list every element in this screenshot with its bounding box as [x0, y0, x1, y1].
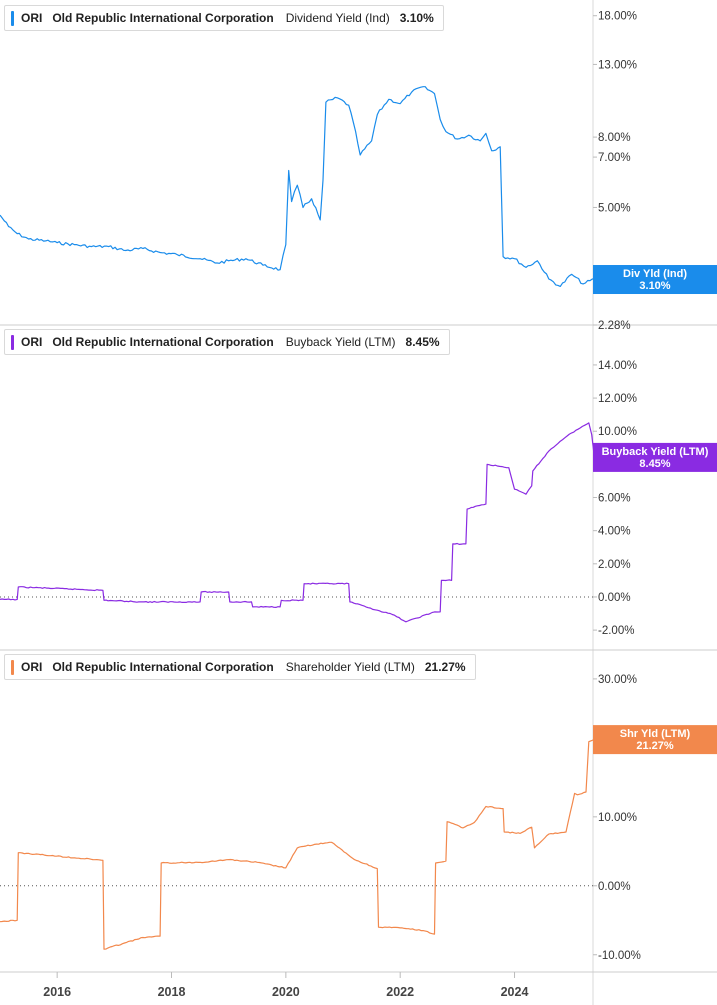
value-tag-label: Div Yld (Ind): [623, 268, 687, 280]
legend-ticker: ORI: [21, 660, 43, 674]
value-tag: Shr Yld (LTM)21.27%: [593, 725, 717, 755]
y-tick-label: 13.00%: [598, 59, 637, 71]
y-tick-label: 14.00%: [598, 360, 637, 372]
y-tick-label: 10.00%: [598, 426, 637, 438]
legend-dividend-yield: ORI Old Republic International Corporati…: [4, 5, 444, 31]
legend-company: Old Republic International Corporation: [52, 335, 274, 349]
y-tick-label: 18.00%: [598, 11, 637, 23]
legend-ticker: ORI: [21, 11, 43, 25]
legend-buyback-yield: ORI Old Republic International Corporati…: [4, 329, 450, 355]
legend-shareholder-yield: ORI Old Republic International Corporati…: [4, 654, 476, 680]
legend-metric: Buyback Yield (LTM): [285, 335, 396, 349]
panel-1: 14.00%12.00%10.00%8.00%6.00%4.00%2.00%0.…: [0, 360, 717, 637]
value-tag-box: [593, 265, 717, 295]
value-tag-box: [593, 725, 717, 755]
x-tick-label: 2022: [386, 985, 414, 999]
value-tag-label: Buyback Yield (LTM): [602, 446, 709, 458]
y-tick-label: 30.00%: [598, 674, 637, 686]
legend-metric: Shareholder Yield (LTM): [285, 660, 415, 674]
series-line: [0, 86, 595, 287]
series-line: [0, 422, 598, 623]
y-tick-label: 12.00%: [598, 393, 637, 405]
value-tag-value: 3.10%: [639, 280, 670, 292]
panel-2: 30.00%20.00%10.00%0.00%-10.00%Shr Yld (L…: [0, 674, 717, 962]
legend-swatch: [11, 334, 14, 350]
y-tick-label: 4.00%: [598, 526, 631, 538]
y-tick-label: -10.00%: [598, 950, 641, 962]
y-tick-label: 0.00%: [598, 592, 631, 604]
value-tag: Div Yld (Ind)3.10%: [593, 265, 717, 295]
legend-swatch: [11, 10, 14, 26]
y-tick-label: 6.00%: [598, 493, 631, 505]
panel-0: 18.00%13.00%8.00%7.00%5.00%3.00%2.28%Div…: [0, 11, 717, 332]
legend-swatch: [11, 659, 14, 675]
legend-value: 8.45%: [405, 335, 440, 349]
x-tick-label: 2024: [501, 985, 529, 999]
value-tag-box: [593, 442, 717, 472]
y-tick-label: 0.00%: [598, 881, 631, 893]
legend-ticker: ORI: [21, 335, 43, 349]
legend-company: Old Republic International Corporation: [52, 11, 274, 25]
y-tick-label: 7.00%: [598, 152, 631, 164]
y-tick-label: 5.00%: [598, 202, 631, 214]
y-tick-label: 10.00%: [598, 812, 637, 824]
x-tick-label: 2020: [272, 985, 300, 999]
legend-value: 3.10%: [399, 11, 434, 25]
value-tag-label: Shr Yld (LTM): [620, 728, 691, 740]
y-tick-label: -2.00%: [598, 625, 634, 637]
value-tag: Buyback Yield (LTM)8.45%: [593, 442, 717, 472]
value-tag-value: 21.27%: [636, 740, 674, 752]
x-tick-label: 2018: [158, 985, 186, 999]
legend-company: Old Republic International Corporation: [52, 660, 274, 674]
y-tick-label: 8.00%: [598, 132, 631, 144]
legend-metric: Dividend Yield (Ind): [285, 11, 390, 25]
y-tick-label: 2.28%: [598, 320, 631, 332]
series-line: [0, 738, 595, 950]
y-tick-label: 2.00%: [598, 559, 631, 571]
x-tick-label: 2016: [43, 985, 71, 999]
value-tag-value: 8.45%: [639, 458, 670, 470]
legend-value: 21.27%: [424, 660, 466, 674]
